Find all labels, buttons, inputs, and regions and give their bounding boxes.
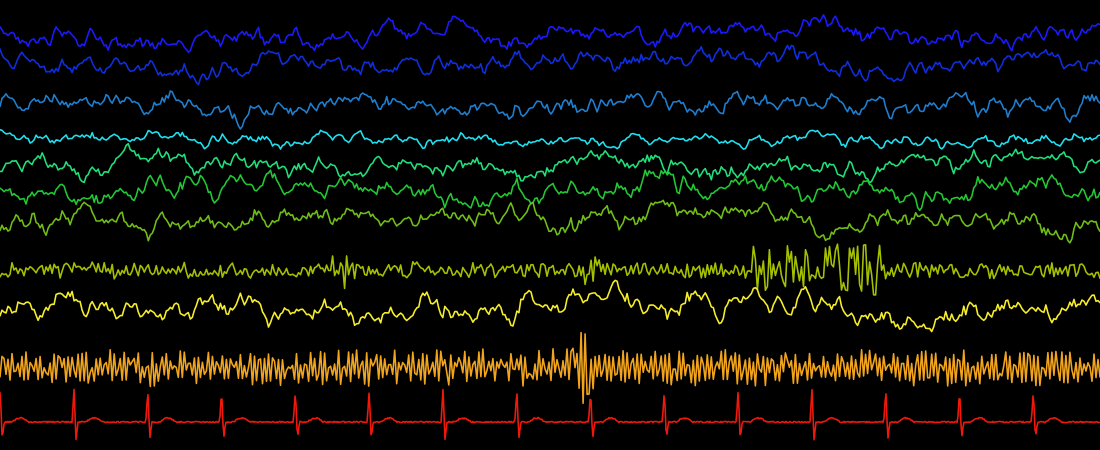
signal-trace-7 bbox=[0, 199, 1100, 244]
signal-trace-5 bbox=[0, 142, 1100, 184]
signal-trace-8 bbox=[0, 243, 1100, 296]
signal-trace-11 bbox=[0, 388, 1100, 441]
signal-trace-1 bbox=[0, 14, 1100, 53]
signal-trace-10 bbox=[0, 331, 1100, 404]
signal-trace-9 bbox=[0, 279, 1100, 333]
signal-trace-3 bbox=[0, 90, 1100, 130]
signal-trace-2 bbox=[0, 44, 1100, 86]
signal-trace-6 bbox=[0, 169, 1100, 212]
signal-trace-4 bbox=[0, 129, 1100, 150]
